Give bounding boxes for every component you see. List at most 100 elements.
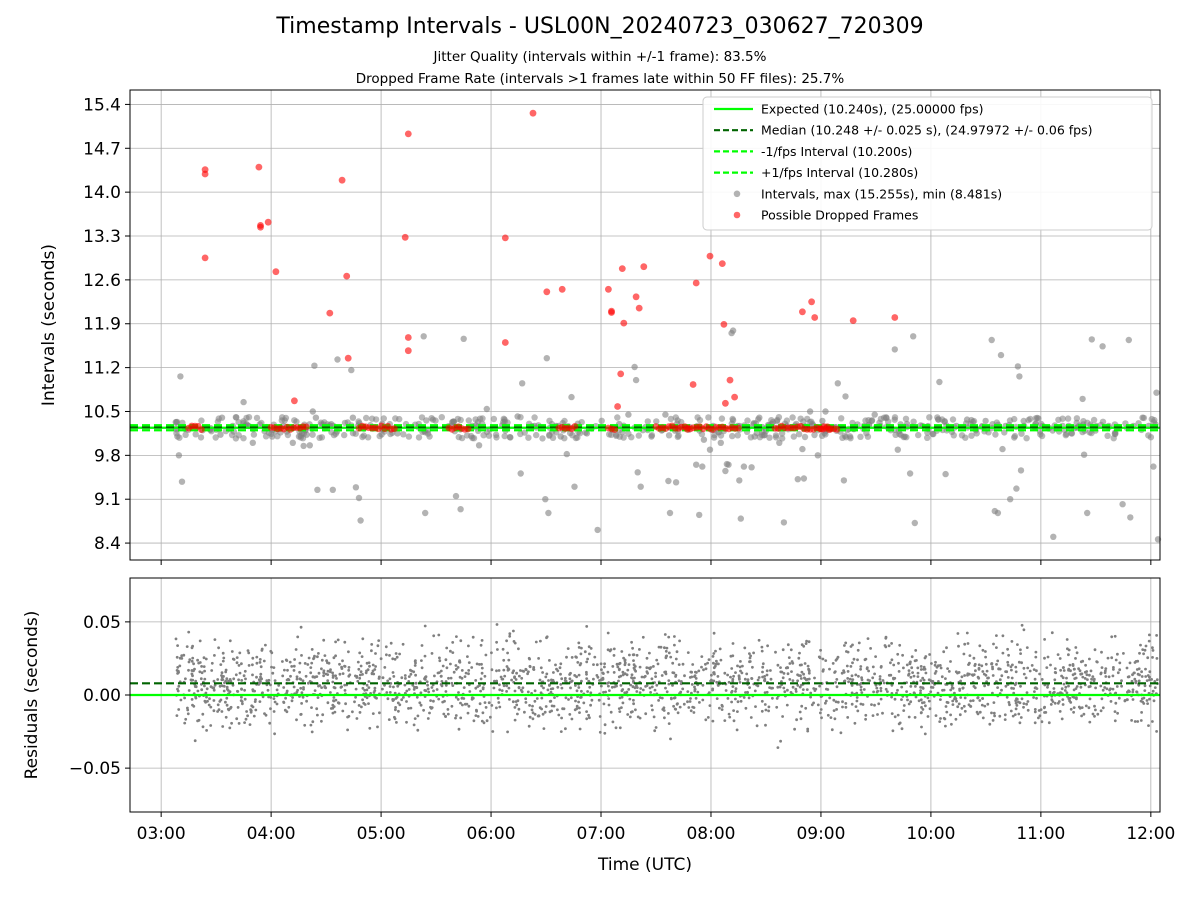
residual-point: [944, 677, 947, 680]
residual-point: [1017, 700, 1020, 704]
residual-point: [1128, 690, 1131, 693]
interval-point: [1032, 415, 1040, 422]
residual-point: [354, 695, 357, 699]
residual-point: [951, 703, 955, 706]
residual-point: [632, 698, 635, 702]
residual-point: [392, 675, 396, 678]
residual-point: [825, 687, 828, 691]
residual-point: [742, 696, 746, 699]
residual-point: [443, 699, 446, 703]
residual-point: [374, 652, 377, 655]
residual-point: [864, 713, 868, 717]
residual-point: [289, 674, 292, 678]
residual-point: [1063, 689, 1067, 692]
residual-point: [672, 704, 675, 708]
residual-point: [322, 638, 326, 642]
residual-point: [580, 646, 583, 650]
residual-point: [760, 709, 764, 713]
interval-point: [706, 446, 714, 453]
interval-point: [198, 417, 205, 424]
interval-point: [235, 419, 242, 426]
interval-point: [420, 333, 427, 340]
residual-point: [563, 679, 567, 682]
residual-point: [428, 711, 431, 715]
interval-point: [1119, 501, 1126, 508]
residual-point: [190, 678, 193, 682]
residual-point: [632, 653, 636, 657]
residual-point: [191, 703, 194, 707]
interval-point: [514, 413, 521, 420]
residual-point: [1109, 700, 1113, 703]
residual-point: [893, 715, 897, 719]
residual-point: [332, 656, 336, 660]
residual-point: [564, 676, 567, 680]
residual-point: [977, 663, 981, 667]
residual-point: [1014, 701, 1018, 705]
residual-point: [720, 703, 724, 707]
residual-point: [237, 678, 241, 682]
residual-point: [889, 661, 892, 665]
interval-point: [1013, 485, 1020, 492]
interval-point: [811, 431, 818, 439]
residual-point: [527, 724, 531, 728]
residual-point: [587, 713, 590, 717]
residual-point: [322, 674, 325, 678]
residual-point: [454, 716, 457, 720]
residual-point: [1112, 666, 1115, 669]
residual-point: [755, 724, 759, 728]
interval-point: [306, 442, 313, 449]
residual-point: [326, 701, 330, 705]
residual-point: [559, 662, 563, 666]
residual-point: [983, 684, 986, 688]
residual-point: [245, 710, 249, 713]
interval-point: [470, 435, 478, 442]
residual-point: [617, 707, 621, 710]
residual-point: [1085, 673, 1089, 677]
interval-point: [737, 515, 744, 522]
residual-point: [260, 647, 264, 651]
residual-point: [1022, 666, 1026, 670]
interval-point: [635, 432, 642, 439]
residual-point: [738, 665, 742, 669]
dropped-frame-point: [891, 314, 899, 321]
residual-point: [718, 647, 722, 651]
residual-point: [1007, 653, 1010, 657]
interval-point: [546, 417, 553, 424]
residual-point: [732, 709, 735, 712]
interval-point: [999, 445, 1006, 453]
residual-point: [435, 688, 439, 691]
residual-point: [763, 691, 767, 694]
residual-point: [577, 700, 580, 704]
y-tick-label: 13.3: [83, 227, 121, 247]
residual-point: [1065, 676, 1068, 680]
residual-point: [455, 667, 458, 671]
residual-point: [343, 640, 347, 644]
residual-point: [277, 684, 281, 687]
interval-point: [696, 417, 704, 424]
residual-point: [806, 664, 810, 668]
residual-point: [1013, 683, 1017, 687]
dropped-frame-point: [611, 426, 619, 433]
residual-point: [781, 715, 784, 718]
residual-point: [780, 670, 784, 674]
residual-point: [413, 685, 416, 689]
residual-point: [357, 704, 361, 707]
residual-point: [1144, 675, 1148, 678]
residual-point: [912, 674, 916, 678]
residual-point: [564, 727, 567, 731]
residual-point: [728, 715, 732, 719]
residual-point: [648, 686, 652, 690]
residual-point: [849, 665, 853, 668]
residual-point: [524, 697, 528, 701]
residual-point: [241, 702, 244, 706]
interval-point: [368, 415, 376, 422]
residuals-series: [174, 623, 1159, 749]
residual-point: [341, 709, 345, 713]
residual-point: [924, 655, 928, 658]
residual-point: [336, 701, 340, 705]
residual-point: [944, 724, 947, 728]
residual-point: [458, 675, 462, 679]
residual-point: [907, 673, 910, 677]
residual-point: [707, 691, 711, 694]
residual-point: [916, 666, 920, 670]
